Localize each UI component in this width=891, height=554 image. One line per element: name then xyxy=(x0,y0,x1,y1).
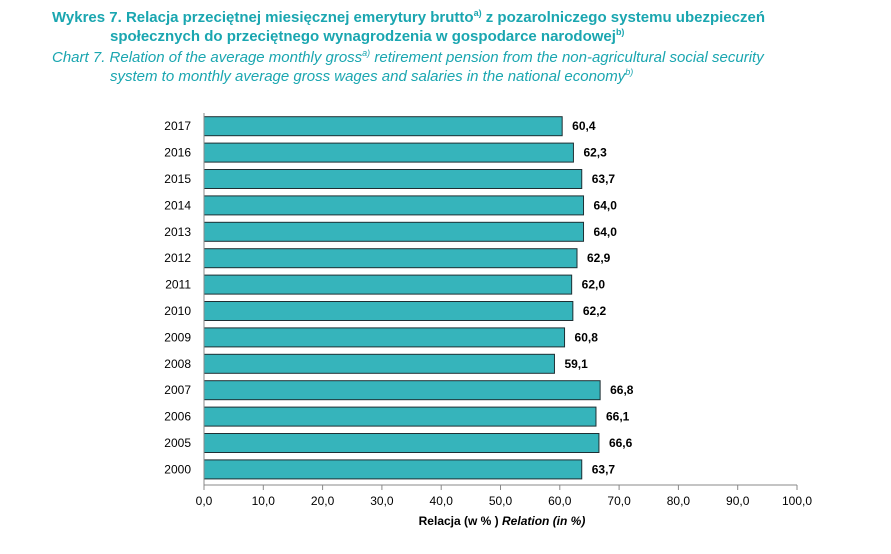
bar-2011 xyxy=(203,274,573,295)
x-tick-label: 10,0 xyxy=(252,494,276,508)
value-label-2016: 62,3 xyxy=(583,146,607,160)
value-label-2017: 60,4 xyxy=(572,119,596,133)
category-label-2015: 2015 xyxy=(164,172,191,186)
bar-2014 xyxy=(203,195,585,216)
x-tick-label: 80,0 xyxy=(667,494,691,508)
x-tick-label: 40,0 xyxy=(430,494,454,508)
category-label-2014: 2014 xyxy=(164,198,191,212)
category-label-2006: 2006 xyxy=(164,410,191,424)
bar-2000 xyxy=(203,459,583,480)
value-label-2006: 66,1 xyxy=(606,410,630,424)
value-label-2000: 63,7 xyxy=(592,462,616,476)
x-tick-label: 50,0 xyxy=(489,494,513,508)
title-en-line2: system to monthly average gross wages an… xyxy=(110,68,626,85)
bar-2015 xyxy=(203,169,583,189)
category-label-2008: 2008 xyxy=(164,357,191,371)
x-axis: 0,0 10,0 20,0 30,0 40,0 50,0 60,0 70,0 80,0 90,0 1… xyxy=(196,113,812,508)
title-en-footnote-a: a) xyxy=(362,48,371,58)
title-en-line1: Chart 7. Relation of the average monthly… xyxy=(52,49,363,66)
x-axis-label: Relacja (w % ) Relation (in %) xyxy=(0,514,891,528)
category-label-2010: 2010 xyxy=(164,304,191,318)
x-tick-label: 60,0 xyxy=(548,494,572,508)
bar-2016 xyxy=(203,142,574,163)
category-label-2012: 2012 xyxy=(164,251,191,265)
chart-title-en: Chart 7. Relation of the average monthly… xyxy=(52,48,858,86)
title-pl-line1: Wykres 7. Relacja przeciętnej miesięczne… xyxy=(52,9,474,26)
x-tick-label: 30,0 xyxy=(370,494,394,508)
title-pl-line1-end: z pozarolniczego systemu ubezpieczeń xyxy=(481,9,765,26)
bars-group: 2017 60,4 2016 62,3 2015 63,7 2014 64,0 2013 64,0… xyxy=(164,116,634,480)
x-axis-label-en: Relation (in %) xyxy=(502,514,586,528)
value-label-2012: 62,9 xyxy=(587,251,611,265)
chart-title-pl: Wykres 7. Relacja przeciętnej miesięczne… xyxy=(52,8,858,46)
value-label-2005: 66,6 xyxy=(609,436,633,450)
x-tick-label: 70,0 xyxy=(607,494,631,508)
category-label-2007: 2007 xyxy=(164,383,191,397)
x-tick-label: 20,0 xyxy=(311,494,335,508)
value-label-2013: 64,0 xyxy=(594,225,618,239)
x-tick-label: 0,0 xyxy=(196,494,213,508)
x-tick-label: 100,0 xyxy=(782,494,812,508)
bar-2012 xyxy=(203,248,578,269)
title-pl-footnote-b: b) xyxy=(615,27,625,37)
value-label-2015: 63,7 xyxy=(592,172,616,186)
category-label-2000: 2000 xyxy=(164,462,191,476)
value-label-2008: 59,1 xyxy=(564,357,588,371)
category-label-2009: 2009 xyxy=(164,330,191,344)
x-axis-label-pl: Relacja (w % ) xyxy=(418,514,499,528)
bar-2007 xyxy=(203,380,601,401)
category-label-2011: 2011 xyxy=(165,278,191,292)
value-label-2011: 62,0 xyxy=(582,278,606,292)
title-pl-footnote-a: a) xyxy=(473,8,482,18)
bar-2013 xyxy=(203,221,585,242)
title-pl-line2: społecznych do przeciętnego wynagrodzeni… xyxy=(110,28,616,45)
bar-2009 xyxy=(203,327,566,348)
bar-2010 xyxy=(203,301,574,321)
category-label-2017: 2017 xyxy=(164,119,191,133)
x-tick-label: 90,0 xyxy=(726,494,750,508)
title-en-line1-end: retirement pension from the non-agricult… xyxy=(370,49,764,66)
bar-2017 xyxy=(203,116,563,137)
category-label-2016: 2016 xyxy=(164,146,191,160)
value-label-2009: 60,8 xyxy=(575,330,599,344)
title-en-footnote-b: b) xyxy=(625,67,634,77)
category-label-2013: 2013 xyxy=(164,225,191,239)
category-label-2005: 2005 xyxy=(164,436,191,450)
value-label-2007: 66,8 xyxy=(610,383,634,397)
bar-2005 xyxy=(203,433,600,453)
value-label-2014: 64,0 xyxy=(594,198,618,212)
bar-2008 xyxy=(203,353,555,374)
value-label-2010: 62,2 xyxy=(583,304,607,318)
bar-2006 xyxy=(203,406,597,427)
